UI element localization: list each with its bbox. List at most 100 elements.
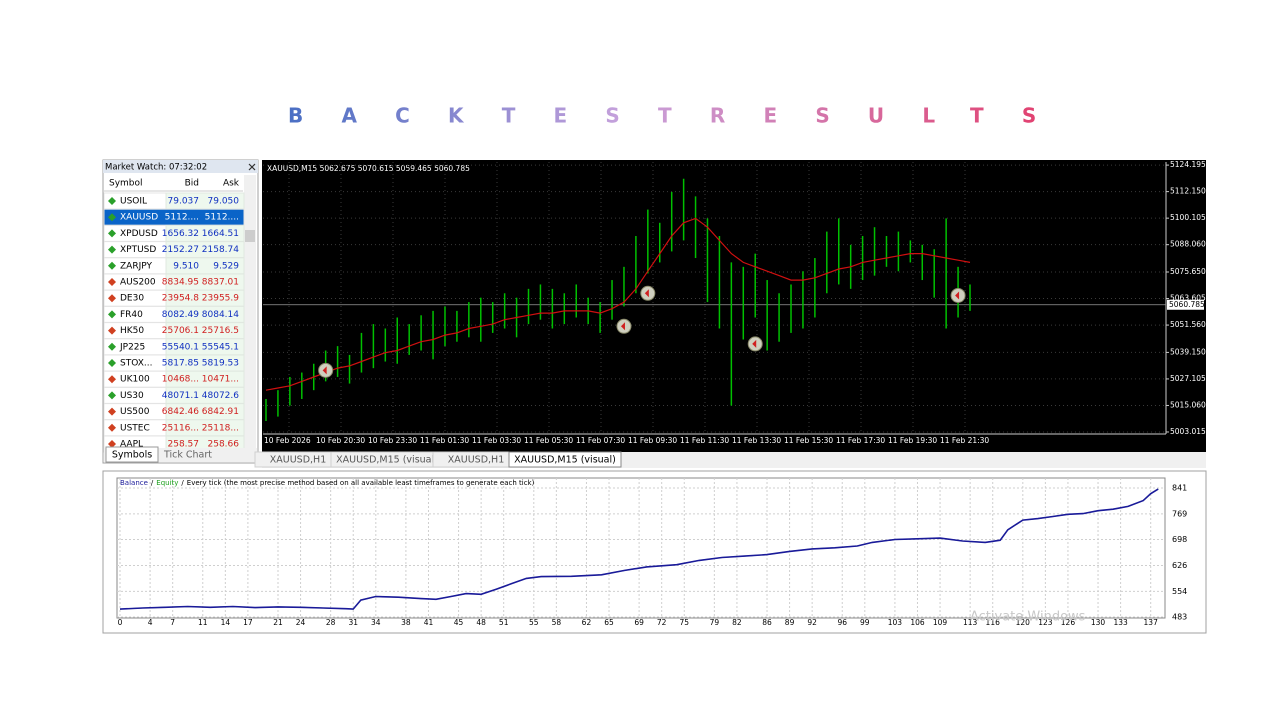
symbol: USOIL	[120, 197, 147, 207]
legend-text: /	[151, 479, 154, 487]
ask: 48072.6	[202, 391, 239, 401]
x-tick-label: 11 Feb 17:30	[836, 436, 885, 445]
ask: 55545.1	[202, 342, 239, 352]
tab-label[interactable]: XAUUSD,H1	[448, 455, 504, 466]
ask: 9.529	[213, 261, 239, 271]
ask: 8084.14	[202, 310, 239, 320]
trade-arrow	[620, 322, 625, 331]
symbol: XPDUSD	[120, 229, 158, 239]
ask: 1664.51	[202, 229, 239, 239]
ask: 5819.53	[202, 359, 239, 369]
x-tick-label: 11 Feb 07:30	[576, 436, 625, 445]
x-tick-label: 106	[910, 618, 925, 627]
bid: 10468...	[162, 375, 199, 385]
x-tick-label: 14	[221, 618, 231, 627]
y-tick-label: 5100.105	[1170, 213, 1206, 222]
x-tick-label: 0	[118, 618, 123, 627]
x-tick-label: 31	[348, 618, 358, 627]
y-tick-label: 5088.060	[1170, 240, 1206, 249]
bid: 55540.1	[162, 342, 199, 352]
ask: 6842.91	[202, 407, 239, 417]
chart-tabs: XAUUSD,H1 XAUUSD,M15 (visual) XAUUSD,H1 XAU…	[254, 451, 622, 468]
symbol: XPTUSD	[120, 245, 156, 255]
bid: 48071.1	[162, 391, 199, 401]
x-tick-label: 4	[148, 618, 153, 627]
y-tick-label: 483	[1172, 612, 1187, 621]
tab-label[interactable]: XAUUSD,H1	[270, 455, 326, 466]
symbol: JP225	[119, 342, 145, 352]
x-tick-label: 38	[401, 618, 411, 627]
bid: 8082.49	[162, 310, 199, 320]
watermark: Activate Windows	[970, 610, 1086, 625]
direction-icon	[108, 407, 116, 416]
x-tick-label: 34	[371, 618, 381, 627]
series-line	[119, 488, 1159, 610]
x-tick-label: 48	[476, 618, 486, 627]
x-tick-label: 120	[1016, 618, 1031, 627]
x-tick-label: 10 Feb 23:30	[368, 436, 417, 445]
x-tick-label: 11 Feb 15:30	[784, 436, 833, 445]
close-button[interactable]	[248, 163, 256, 171]
y-tick-label: 626	[1172, 561, 1187, 570]
balance-plot-area	[116, 477, 1166, 619]
x-tick-label: 11 Feb 11:30	[680, 436, 729, 445]
x-tick-label: 86	[762, 618, 772, 627]
x-tick-label: 137	[1144, 618, 1159, 627]
direction-icon	[108, 278, 116, 286]
symbol: STOX...	[120, 359, 152, 369]
symbol: AUS200	[120, 278, 156, 288]
ask: 5112....	[205, 213, 239, 223]
direction-icon	[108, 423, 116, 432]
x-tick-label: 133	[1113, 618, 1128, 627]
tab-label[interactable]: XAUUSD,M15 (visual)	[336, 455, 438, 466]
tab-active[interactable]	[105, 446, 159, 463]
x-tick-label: 11 Feb 09:30	[628, 436, 677, 445]
ask: 25716.5	[202, 326, 239, 336]
legend-text: /	[181, 479, 184, 487]
y-tick-label: 698	[1172, 535, 1187, 544]
x-tick-label: 103	[888, 618, 903, 627]
ask: 8837.01	[202, 278, 239, 288]
x-tick-label: 58	[552, 618, 562, 627]
scroll-thumb[interactable]	[245, 230, 255, 242]
y-tick-label: 5112.150	[1170, 187, 1206, 196]
y-tick-label: 5015.060	[1170, 400, 1206, 409]
scrollbar[interactable]	[244, 175, 256, 448]
symbol: US500	[120, 407, 150, 417]
x-tick-label: 99	[860, 618, 870, 627]
price-chart-panel	[262, 160, 1206, 452]
y-tick-label: 769	[1172, 509, 1187, 518]
x-tick-label: 130	[1091, 618, 1106, 627]
x-tick-label: 109	[933, 618, 948, 627]
chart-header: XAUUSD,M15 5062.675 5070.615 5059.465 50…	[267, 164, 470, 173]
x-tick-label: 11 Feb 03:30	[472, 436, 521, 445]
column-header: Bid	[185, 179, 199, 189]
x-tick-label: 10 Feb 20:30	[316, 436, 365, 445]
ask: 79.050	[208, 197, 240, 207]
tab-label[interactable]: Symbols	[112, 450, 152, 461]
bid: 25116...	[162, 423, 199, 433]
tab-label[interactable]: Tick Chart	[163, 450, 212, 461]
x-tick-label: 7	[170, 618, 175, 627]
x-tick-label: 75	[679, 618, 689, 627]
tab-label[interactable]: XAUUSD,M15 (visual)	[514, 455, 616, 466]
symbol: ZARJPY	[120, 261, 152, 271]
symbol: US30	[120, 391, 144, 401]
bid: 5817.85	[162, 359, 199, 369]
ask: 23955.9	[202, 294, 239, 304]
x-tick-label: 11 Feb 01:30	[420, 436, 469, 445]
legend-text: Equity	[156, 479, 178, 487]
direction-icon	[108, 342, 116, 351]
direction-icon	[108, 391, 116, 400]
x-tick-label: 126	[1061, 618, 1076, 627]
x-tick-label: 123	[1038, 618, 1053, 627]
x-tick-label: 92	[807, 618, 817, 627]
direction-icon	[108, 359, 116, 367]
symbol: USTEC	[120, 423, 150, 433]
bid: 2152.27	[162, 245, 199, 255]
x-tick-label: 11 Feb 21:30	[940, 436, 989, 445]
y-tick-label: 5051.560	[1170, 320, 1206, 329]
y-tick-label: 5124.195	[1170, 160, 1206, 169]
tab-active[interactable]	[508, 451, 622, 468]
